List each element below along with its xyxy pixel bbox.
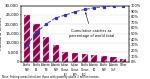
Text: Note: Fishing areas listed are those with quantity above 2 million tonnes.: Note: Fishing areas listed are those wit… xyxy=(2,75,99,79)
Bar xyxy=(91,55,97,62)
Bar xyxy=(110,57,117,62)
Bar xyxy=(43,37,49,62)
Text: Cumulative catches as
percentage of world total: Cumulative catches as percentage of worl… xyxy=(69,13,114,38)
Bar xyxy=(72,53,78,62)
Bar xyxy=(62,52,69,62)
Bar xyxy=(81,54,88,62)
Bar xyxy=(53,45,59,62)
Bar xyxy=(33,24,40,62)
Bar xyxy=(101,56,107,62)
Y-axis label: Thousand tonnes: Thousand tonnes xyxy=(0,17,3,50)
Bar xyxy=(120,59,126,62)
Bar xyxy=(24,15,30,62)
